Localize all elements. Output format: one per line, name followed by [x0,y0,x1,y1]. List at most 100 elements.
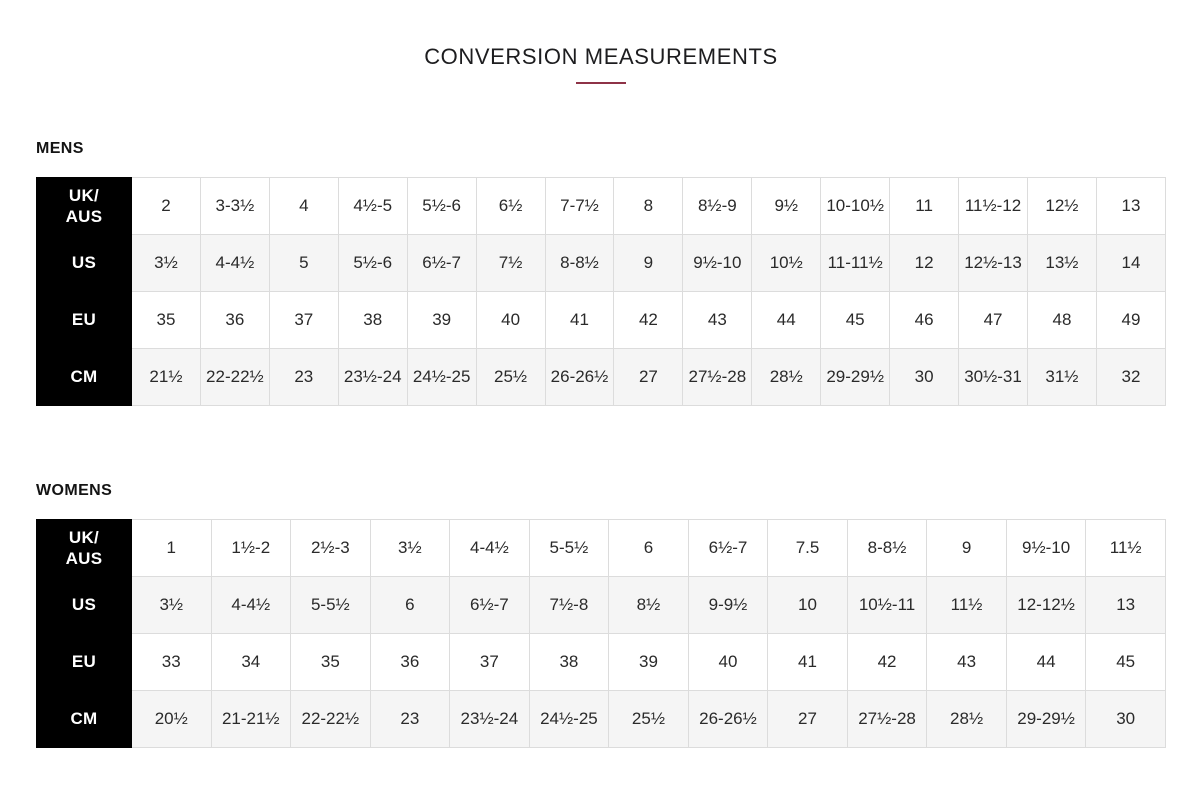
size-cell: 6 [369,576,451,634]
size-cell: 42 [613,291,684,349]
row-label-eu: EU [36,291,132,349]
size-cell: 30 [1085,690,1166,748]
size-cell: 28½ [926,690,1007,748]
row-label-cm: CM [36,348,132,406]
size-cell: 26-26½ [687,690,769,748]
title-underline [576,82,626,84]
size-cell: 20½ [131,690,212,748]
size-cell: 35 [131,291,201,349]
size-cell: 12½ [1026,177,1097,235]
size-cell: 9 [926,519,1007,577]
size-cell: 12 [889,234,960,292]
size-cell: 22-22½ [290,690,371,748]
size-cell: 34 [210,633,292,691]
size-cell: 43 [926,633,1007,691]
size-cell: 9½-10 [1005,519,1087,577]
size-cell: 46 [889,291,960,349]
size-cell: 40 [687,633,769,691]
size-cell: 6½-7 [406,234,477,292]
table-row: CM 20½ 21-21½ 22-22½ 23 23½-24 24½-25 25½ 26-26½… [36,690,1166,748]
size-cell: 3-3½ [199,177,270,235]
size-cell: 3½ [369,519,451,577]
size-cell: 37 [449,633,530,691]
size-cell: 5½-6 [337,234,408,292]
size-cell: 9½-10 [682,234,753,292]
size-cell: 45 [820,291,891,349]
size-cell: 13 [1085,576,1166,634]
size-cell: 48 [1026,291,1097,349]
size-cell: 47 [958,291,1028,349]
size-cell: 41 [767,633,848,691]
table-row: UK/ AUS 2 3-3½ 4 4½-5 5½-6 6½ 7-7½ 8 8½-9 9½ 10-10½… [36,177,1167,235]
size-cell: 2 [131,177,201,235]
size-cell: 39 [608,633,689,691]
size-cell: 29-29½ [1005,690,1087,748]
size-cell: 21½ [131,348,201,406]
size-cell: 27 [613,348,684,406]
size-cell: 8-8½ [846,519,928,577]
size-cell: 49 [1095,291,1167,349]
size-cell: 14 [1095,234,1167,292]
table-row: CM 21½ 22-22½ 23 23½-24 24½-25 25½ 26-26½ 27 27½-… [36,348,1167,406]
size-cell: 11½-12 [958,177,1028,235]
size-cell: 8-8½ [544,234,615,292]
size-cell: 4-4½ [449,519,530,577]
size-cell: 41 [544,291,615,349]
size-cell: 30 [889,348,960,406]
size-cell: 7½-8 [528,576,610,634]
size-cell: 4-4½ [210,576,292,634]
size-cell: 25½ [608,690,689,748]
page-header: CONVERSION MEASUREMENTS [36,44,1166,84]
size-cell: 26-26½ [544,348,615,406]
size-cell: 5-5½ [290,576,371,634]
size-cell: 31½ [1026,348,1097,406]
size-cell: 9½ [751,177,822,235]
size-cell: 38 [528,633,610,691]
size-cell: 6½-7 [449,576,530,634]
size-cell: 42 [846,633,928,691]
size-cell: 38 [337,291,408,349]
size-cell: 1½-2 [210,519,292,577]
size-cell: 23 [369,690,451,748]
size-cell: 36 [369,633,451,691]
size-cell: 3½ [131,234,201,292]
size-cell: 4-4½ [199,234,270,292]
size-cell: 8½ [608,576,689,634]
row-label-uk-aus: UK/ AUS [36,519,132,577]
size-cell: 13½ [1026,234,1097,292]
table-row: EU 33 34 35 36 37 38 39 40 41 42 43 44 45 [36,633,1166,691]
size-cell: 13 [1095,177,1167,235]
table-row: US 3½ 4-4½ 5-5½ 6 6½-7 7½-8 8½ 9-9½ 10 10½-11 11½ 12… [36,576,1166,634]
size-cell: 23½-24 [337,348,408,406]
size-cell: 1 [131,519,212,577]
table-row: US 3½ 4-4½ 5 5½-6 6½-7 7½ 8-8½ 9 9½-10 10½ 11-11½ 12… [36,234,1167,292]
section-heading-mens: MENS [36,140,84,157]
table-row: UK/ AUS 1 1½-2 2½-3 3½ 4-4½ 5-5½ 6 6½-7 7.5 8-8½ 9 9… [36,519,1166,577]
size-cell: 10½-11 [846,576,928,634]
row-label-eu: EU [36,633,132,691]
size-cell: 39 [406,291,477,349]
size-cell: 44 [1005,633,1087,691]
size-cell: 35 [290,633,371,691]
size-cell: 40 [475,291,546,349]
size-cell: 7½ [475,234,546,292]
row-label-cm: CM [36,690,132,748]
size-cell: 27½-28 [846,690,928,748]
size-cell: 2½-3 [290,519,371,577]
size-cell: 4 [268,177,339,235]
size-cell: 5½-6 [406,177,477,235]
size-cell: 25½ [475,348,546,406]
size-cell: 9-9½ [687,576,769,634]
size-cell: 45 [1085,633,1166,691]
size-cell: 6½ [475,177,546,235]
size-cell: 4½-5 [337,177,408,235]
size-cell: 44 [751,291,822,349]
size-cell: 24½-25 [528,690,610,748]
size-cell: 11-11½ [820,234,891,292]
size-cell: 33 [131,633,212,691]
size-cell: 8 [613,177,684,235]
womens-size-table: UK/ AUS 1 1½-2 2½-3 3½ 4-4½ 5-5½ 6 6½-7 7.5 8-8½ 9 9… [36,519,1166,748]
size-cell: 9 [613,234,684,292]
size-cell: 6½-7 [687,519,769,577]
